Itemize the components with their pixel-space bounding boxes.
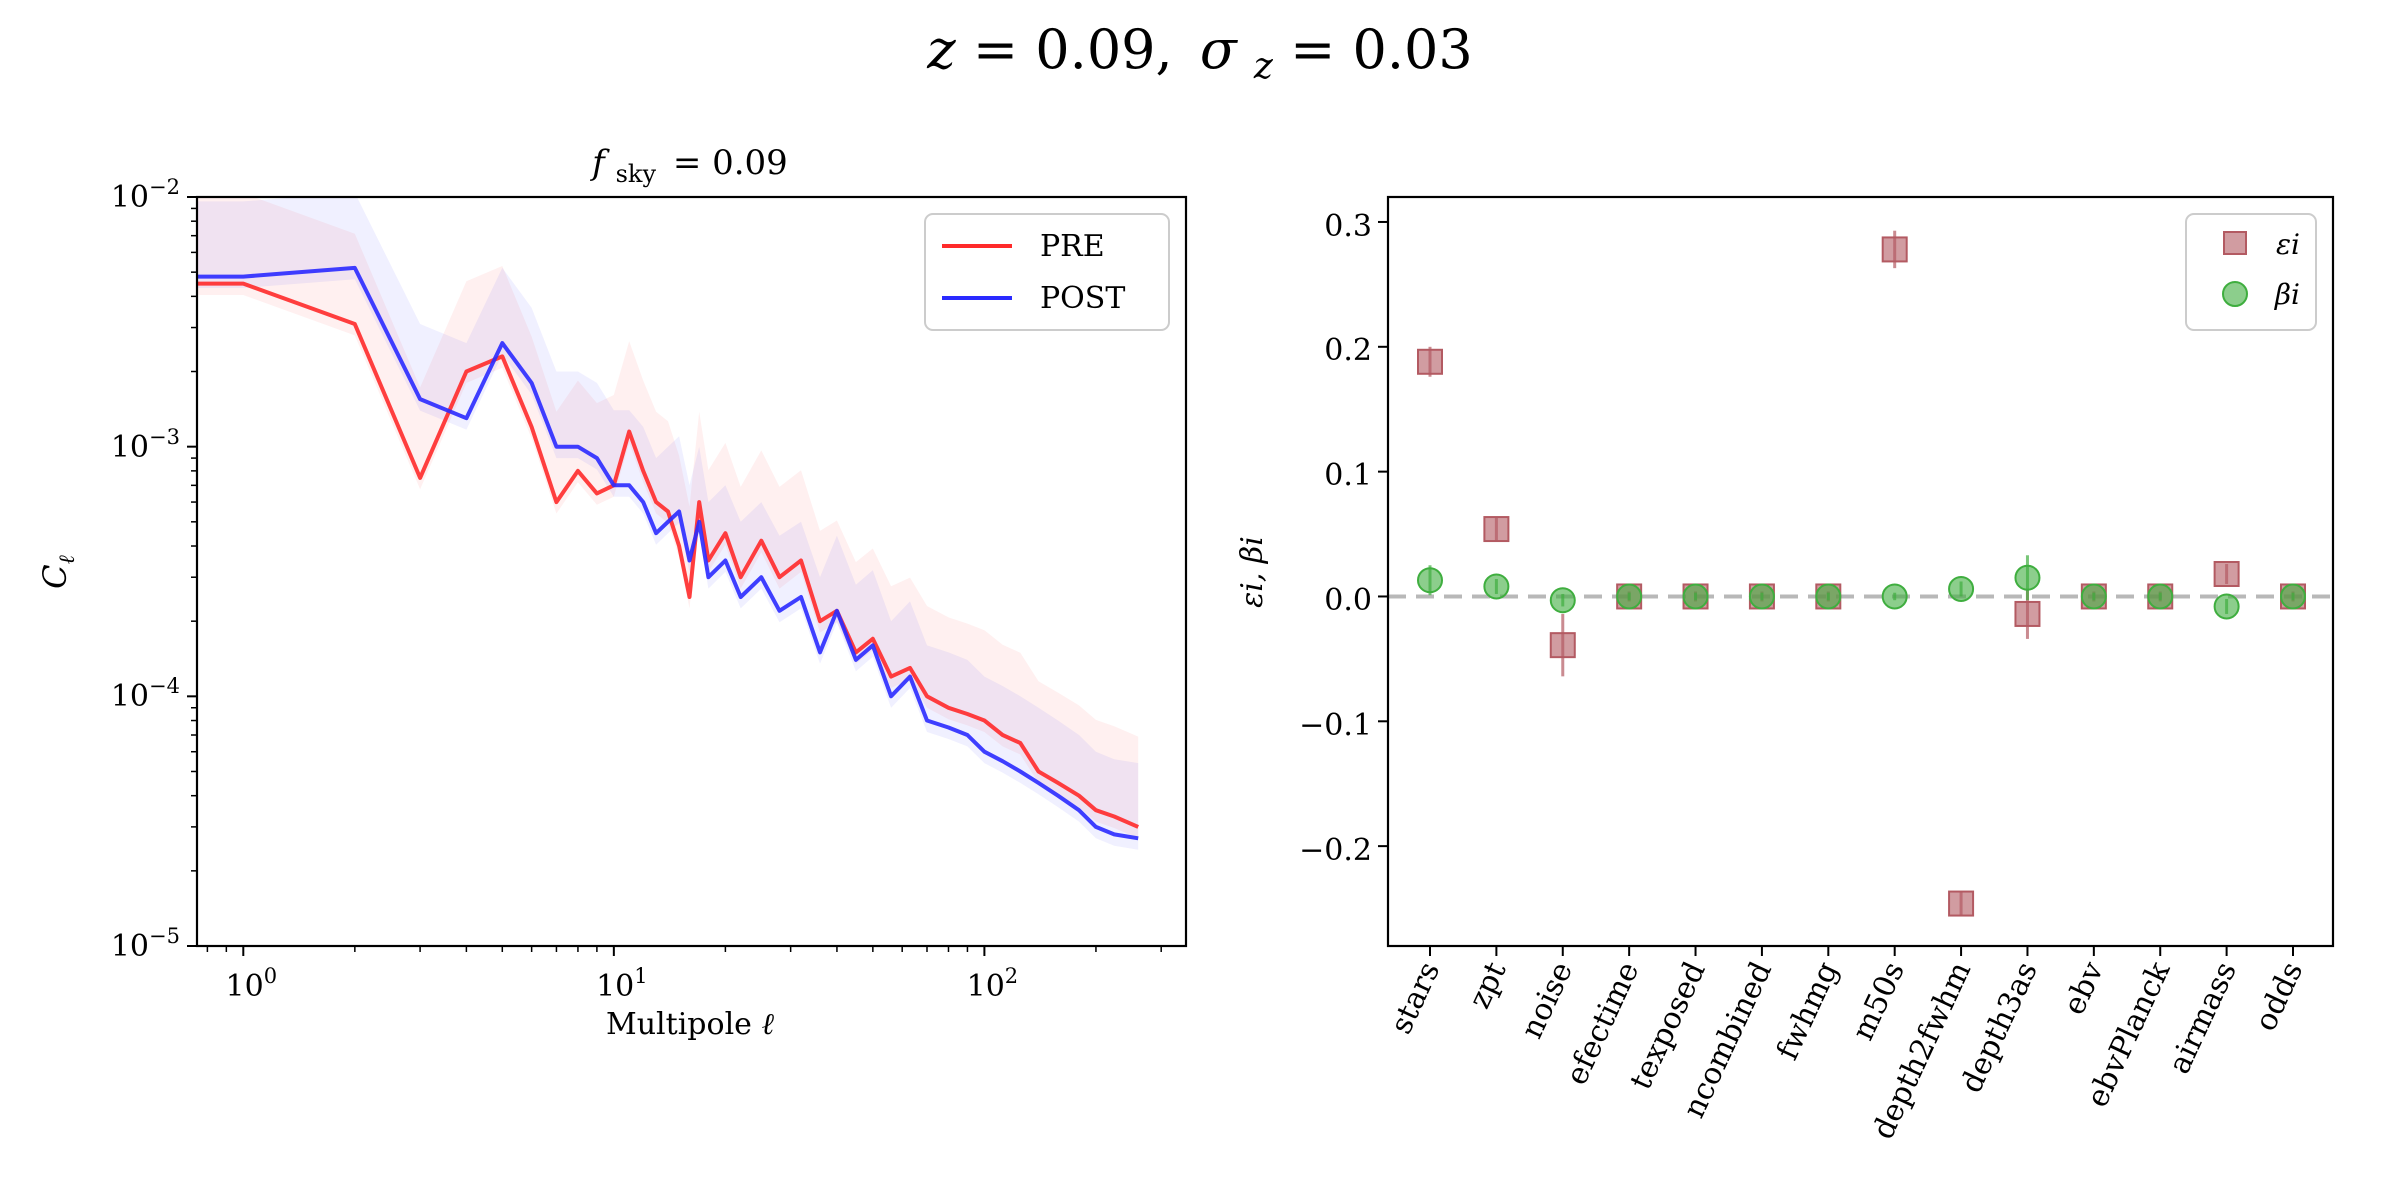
epsilon-point: [2213, 560, 2240, 587]
epsilon-point: [1549, 632, 1576, 659]
right-points: [1417, 230, 2306, 917]
left-ytick-base: 10: [111, 679, 149, 714]
left-xtick-label-100: 102: [967, 964, 1019, 1004]
right-ticks: [1378, 220, 2294, 956]
left-legend: PRE POST: [924, 213, 1170, 331]
suptitle-sigma: σ: [1200, 18, 1239, 81]
beta-point: [1483, 573, 1510, 600]
left-xtick-base: 10: [596, 969, 634, 1004]
right-xtick-label-stars: stars: [1384, 957, 1447, 1040]
beta-point: [2213, 593, 2240, 620]
right-panel: 0.3 0.2 0.1 0.0 −0.1 −0.2 εi, βi stars zp…: [1235, 195, 2335, 1145]
left-title-sub: sky: [616, 160, 657, 188]
beta-point: [1881, 583, 1908, 610]
left-ytick-label-1e-4: 10−4: [111, 674, 180, 714]
beta-point: [2014, 564, 2041, 591]
right-xtick-label-odds: odds: [2248, 957, 2310, 1037]
epsilon-point: [2014, 600, 2041, 627]
left-xlabel-var: ℓ: [761, 1007, 774, 1042]
beta-point: [1948, 575, 1975, 602]
left-panel-title: f sky = 0.09: [589, 143, 788, 191]
left-xlabel-text: Multipole: [606, 1007, 752, 1042]
suptitle: z = 0.09, σ z = 0.03: [926, 18, 1472, 91]
right-ylabel: εi, βi: [1235, 536, 1270, 608]
right-xtick-label-fwhmg: fwhmg: [1770, 957, 1846, 1066]
left-xtick-exp: 0: [264, 964, 277, 988]
epsilon-point: [1881, 236, 1908, 263]
left-legend-box: [924, 213, 1170, 331]
epsilon-point: [1483, 516, 1510, 543]
left-ticks: [187, 196, 1162, 956]
right-xtick-label-ebv: ebv: [2057, 957, 2112, 1021]
right-legend-box: [2185, 213, 2317, 331]
right-ytick-label: −0.2: [1299, 833, 1372, 868]
right-ytick-label: 0.3: [1324, 209, 1372, 244]
left-xlabel: Multipole ℓ: [606, 1007, 774, 1042]
left-ytick-exp: −5: [149, 924, 180, 948]
suptitle-z: z: [926, 18, 956, 81]
left-ytick-exp: −2: [149, 175, 180, 199]
right-xtick-label-m50s: m50s: [1846, 957, 1912, 1046]
error-band-pre: [197, 197, 1139, 839]
suptitle-sigma-value: = 0.03: [1290, 18, 1473, 81]
beta-point: [2280, 583, 2306, 610]
beta-point: [1748, 583, 1775, 610]
legend-beta-label: βi: [2274, 278, 2300, 311]
series-line-pre: [197, 281, 1139, 829]
left-title-var: f: [589, 143, 610, 183]
beta-point: [1815, 583, 1842, 610]
right-ytick-label: 0.0: [1324, 583, 1372, 618]
beta-point: [2147, 583, 2174, 610]
left-xtick-label-10: 101: [596, 964, 648, 1004]
left-ytick-base: 10: [111, 430, 149, 465]
legend-epsilon-label: εi: [2276, 228, 2300, 261]
right-xtick-label-zpt: zpt: [1462, 957, 1514, 1014]
left-ytick-label-1e-3: 10−3: [111, 425, 180, 465]
beta-point: [1682, 583, 1709, 610]
right-legend: εi βi: [2185, 213, 2317, 331]
left-ylabel-var: C: [36, 564, 74, 588]
beta-point: [1417, 567, 1443, 594]
left-axes-frame: [195, 195, 1188, 948]
beta-point: [1616, 583, 1643, 610]
beta-point: [2080, 583, 2107, 610]
left-xtick-base: 10: [967, 969, 1005, 1004]
left-ytick-label-1e-5: 10−5: [111, 924, 180, 964]
left-xtick-base: 10: [226, 969, 264, 1004]
left-title-value: = 0.09: [673, 143, 788, 183]
left-ytick-exp: −4: [149, 674, 180, 698]
right-xtick-label-noise: noise: [1514, 957, 1580, 1044]
left-ylabel: Cℓ: [36, 554, 80, 588]
series-line-post: [197, 265, 1139, 841]
left-panel: f sky = 0.09 100 101 102 10−2 10−3 10−4 …: [36, 143, 1188, 1042]
right-ytick-label: 0.2: [1324, 333, 1372, 368]
right-ytick-label: 0.1: [1324, 458, 1372, 493]
left-ytick-base: 10: [111, 929, 149, 964]
right-axes-frame: [1386, 195, 2335, 948]
epsilon-point: [1948, 890, 1975, 917]
suptitle-z-value: = 0.09,: [973, 18, 1173, 81]
left-series-lines: [197, 265, 1139, 841]
left-xtick-exp: 1: [634, 964, 647, 988]
left-ytick-exp: −3: [149, 425, 180, 449]
left-ytick-base: 10: [111, 180, 149, 215]
right-ytick-label: −0.1: [1299, 708, 1372, 743]
legend-pre-label: PRE: [1040, 229, 1105, 264]
left-ylabel-sub: ℓ: [55, 554, 80, 564]
left-xtick-label-1: 100: [226, 964, 278, 1004]
suptitle-sigma-sub: z: [1253, 46, 1274, 87]
beta-point: [1549, 587, 1576, 614]
right-xtick-labels: stars zpt noiseefectimetexposedncombinedfw…: [1384, 956, 2310, 1145]
legend-epsilon-marker: [2223, 231, 2247, 255]
left-ytick-label-1e-2: 10−2: [111, 175, 180, 215]
epsilon-point: [1417, 348, 1443, 375]
legend-beta-marker: [2222, 281, 2248, 307]
legend-post-label: POST: [1040, 281, 1125, 316]
left-xtick-exp: 2: [1005, 964, 1018, 988]
